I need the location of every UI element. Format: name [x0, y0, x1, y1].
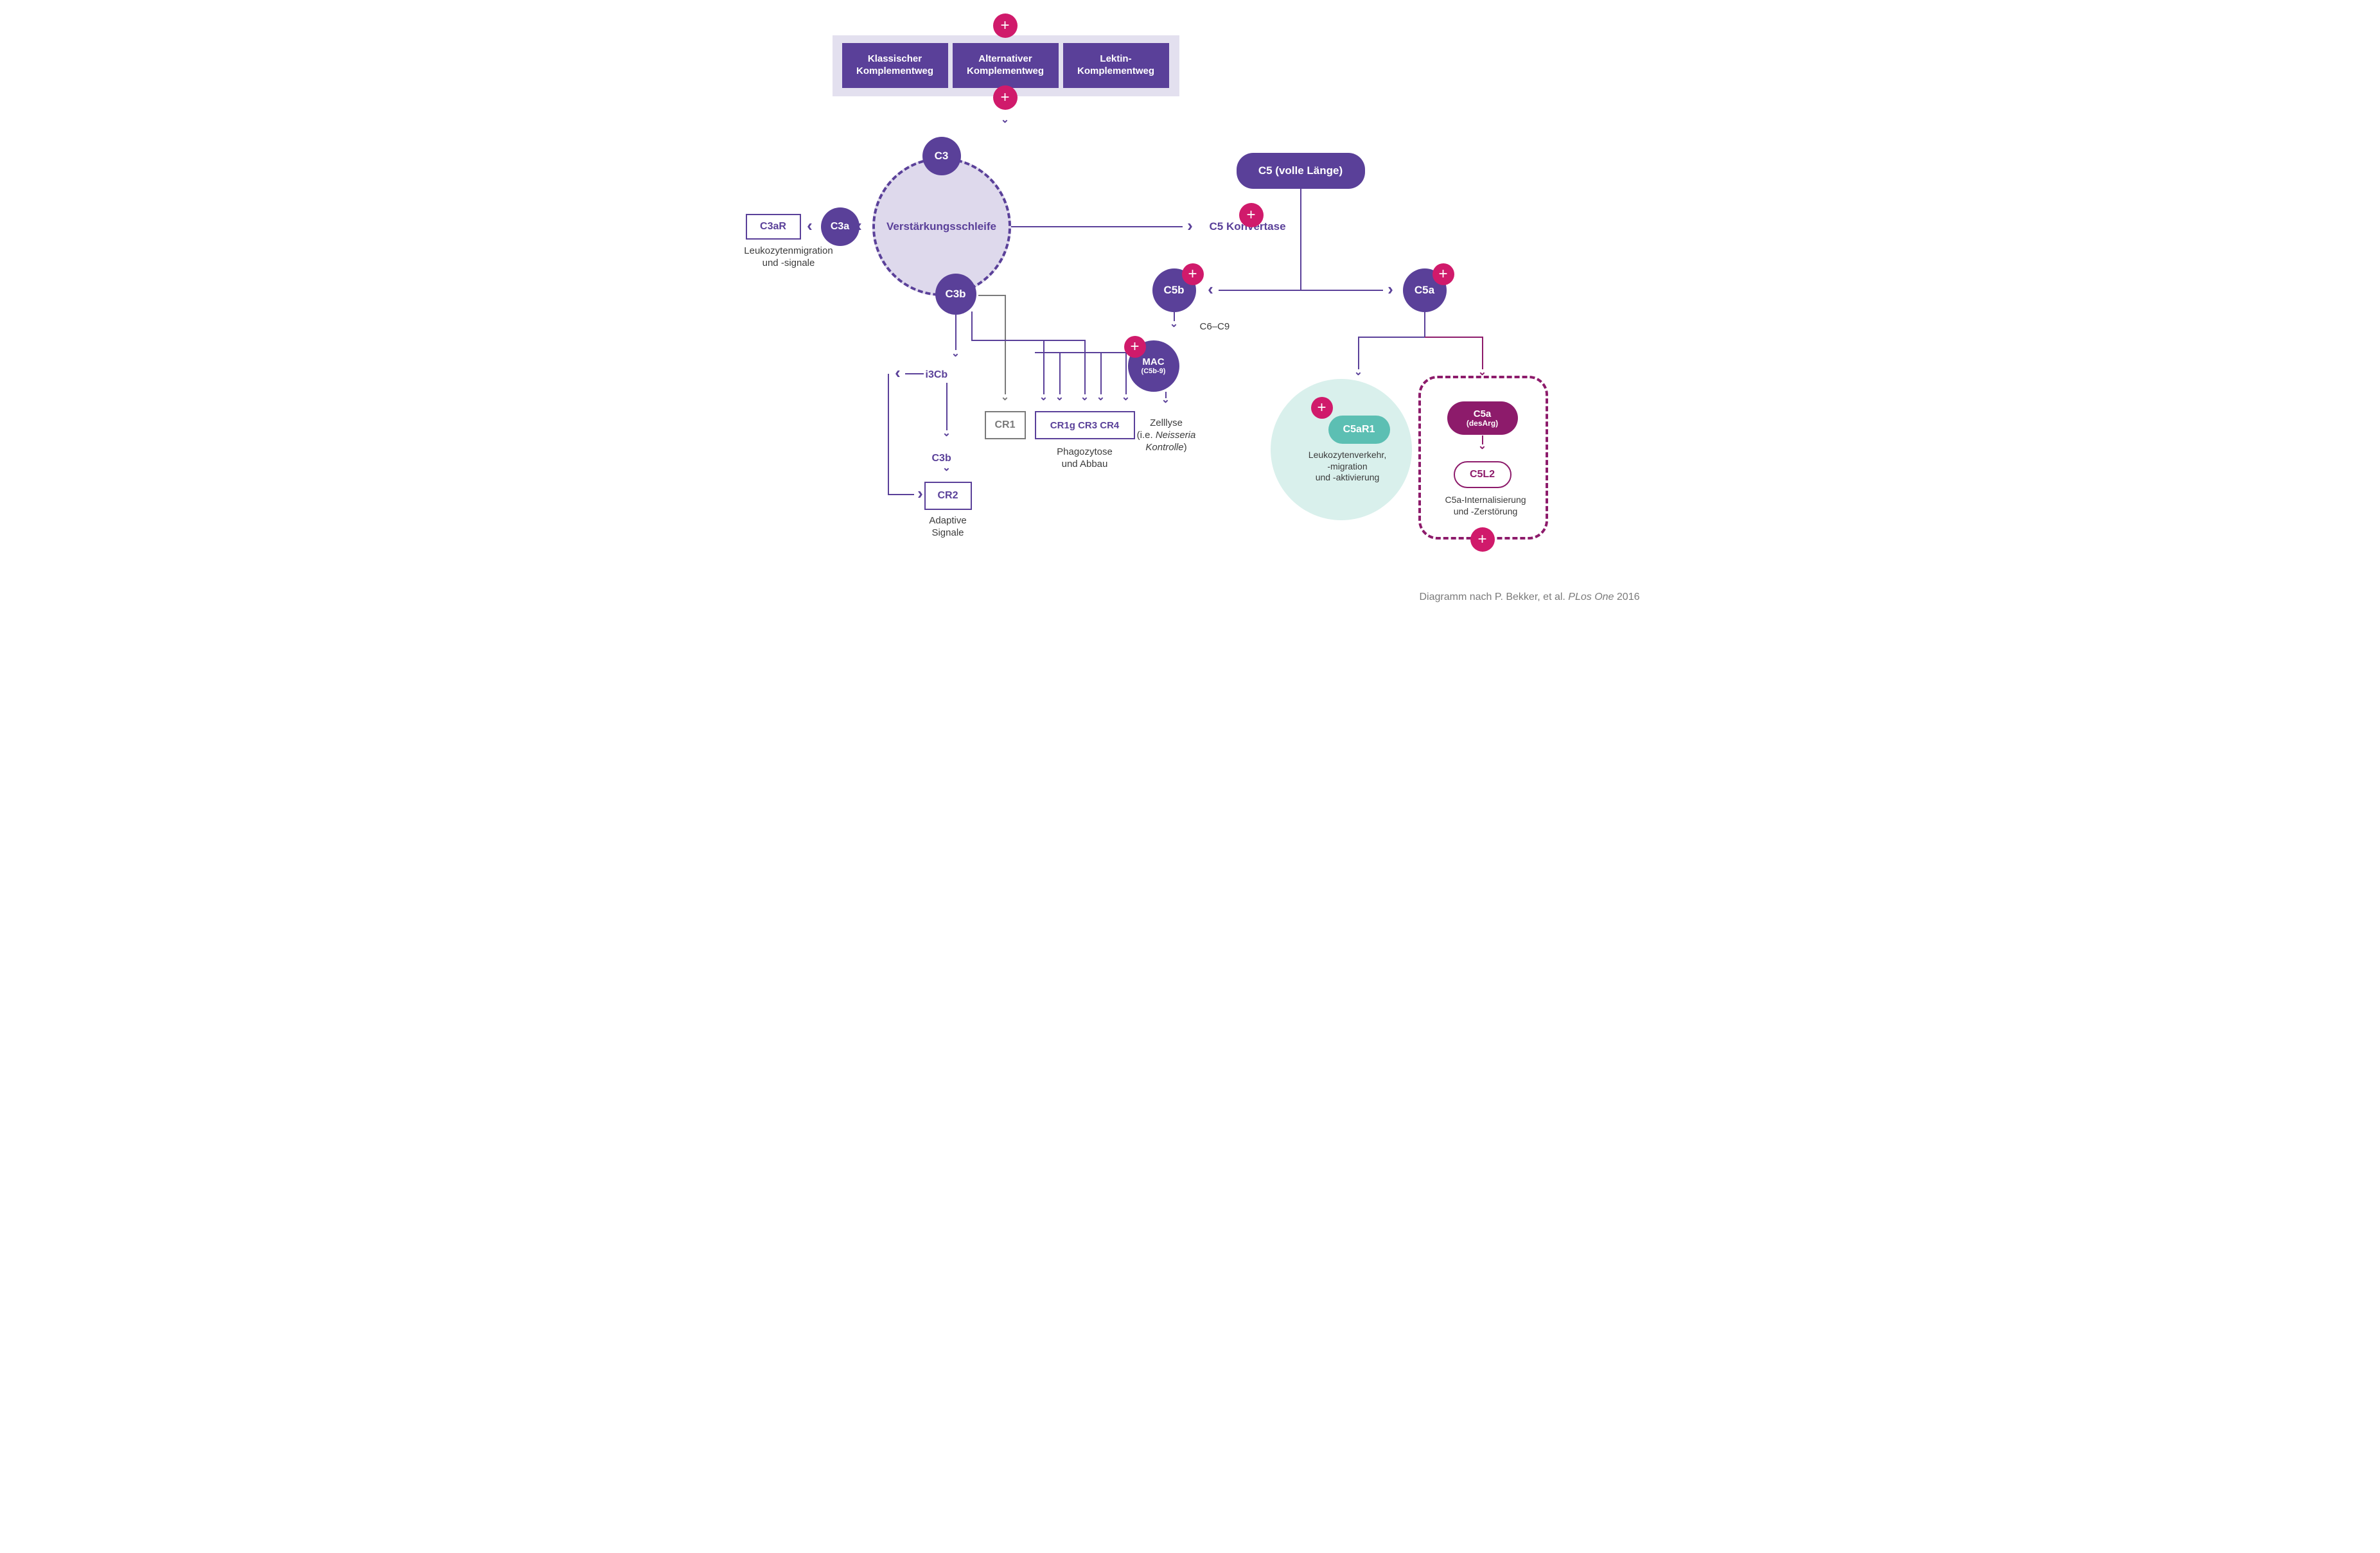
chevron-down-icon: ⌄	[1158, 396, 1174, 411]
c5a-desarg-node: C5a(desArg)	[1447, 401, 1518, 435]
chevron-down-icon: ⌄	[1052, 393, 1068, 408]
expand-button-2[interactable]: +	[1239, 203, 1264, 227]
chevron-left-icon: ‹	[802, 219, 818, 234]
chevron-right-icon: ›	[1383, 283, 1398, 298]
text-c5aint: C5a-Internalisierungund -Zerstörung	[1428, 495, 1544, 517]
chevron-down-icon: ⌄	[939, 429, 955, 444]
expand-button-3[interactable]: +	[1182, 263, 1204, 285]
cr2-box: CR2	[924, 482, 972, 510]
chevron-down-icon: ⌄	[1475, 368, 1490, 383]
chevron-down-icon: ⌄	[1118, 393, 1134, 408]
pathway-box-1: AlternativerKomplementweg	[953, 43, 1059, 88]
chevron-down-icon: ⌄	[1093, 393, 1109, 408]
chevron-left-icon: ‹	[852, 219, 867, 234]
expand-button-0[interactable]: +	[993, 13, 1018, 38]
chevron-down-icon: ⌄	[939, 464, 955, 479]
text-leuko2: Leukozytenverkehr,-migrationund -aktivie…	[1290, 450, 1406, 484]
text-c6c9: C6–C9	[1200, 321, 1230, 333]
chevron-down-icon: ⌄	[998, 393, 1013, 408]
expand-button-6[interactable]: +	[1311, 397, 1333, 419]
chevron-down-icon: ⌄	[1077, 393, 1093, 408]
c5ar1-node: C5aR1	[1328, 416, 1390, 444]
chevron-down-icon: ⌄	[1036, 393, 1052, 408]
c5-full-node: C5 (volle Länge)	[1237, 153, 1365, 189]
expand-button-4[interactable]: +	[1432, 263, 1454, 285]
cr1-box: CR1	[985, 411, 1026, 439]
chevron-down-icon: ⌄	[1351, 368, 1366, 383]
chevron-right-icon: ›	[913, 487, 928, 502]
c3ar-box: C3aR	[746, 214, 801, 240]
chevron-left-icon: ‹	[890, 366, 906, 382]
c3b-node: C3b	[935, 274, 976, 315]
pathway-box-0: KlassischerKomplementweg	[842, 43, 948, 88]
expand-button-5[interactable]: +	[1124, 336, 1146, 358]
pathway-box-2: Lektin-Komplementweg	[1063, 43, 1169, 88]
c3-node: C3	[922, 137, 961, 175]
diagram-stage: KlassischerKomplementwegAlternativerKomp…	[715, 0, 1666, 620]
text-credit: Diagramm nach P. Bekker, et al. PLos One…	[1338, 591, 1640, 604]
text-adaptive: AdaptiveSignale	[919, 515, 977, 540]
chevron-left-icon: ‹	[1203, 283, 1219, 298]
c5l2-node: C5L2	[1454, 461, 1512, 488]
text-leuko1: Leukozytenmigrationund -signale	[734, 245, 843, 270]
chevron-down-icon: ⌄	[998, 116, 1013, 131]
expand-button-1[interactable]: +	[993, 85, 1018, 110]
expand-button-7[interactable]: +	[1470, 527, 1495, 552]
chevron-down-icon: ⌄	[1475, 442, 1490, 457]
text-phago: Phagozytoseund Abbau	[1035, 446, 1135, 471]
i3cb-label: i3Cb	[926, 369, 948, 381]
chevron-down-icon: ⌄	[1167, 320, 1182, 335]
amplification-loop: Verstärkungsschleife	[872, 157, 1011, 296]
chevron-down-icon: ⌄	[948, 349, 964, 365]
chevron-right-icon: ›	[1183, 219, 1198, 234]
